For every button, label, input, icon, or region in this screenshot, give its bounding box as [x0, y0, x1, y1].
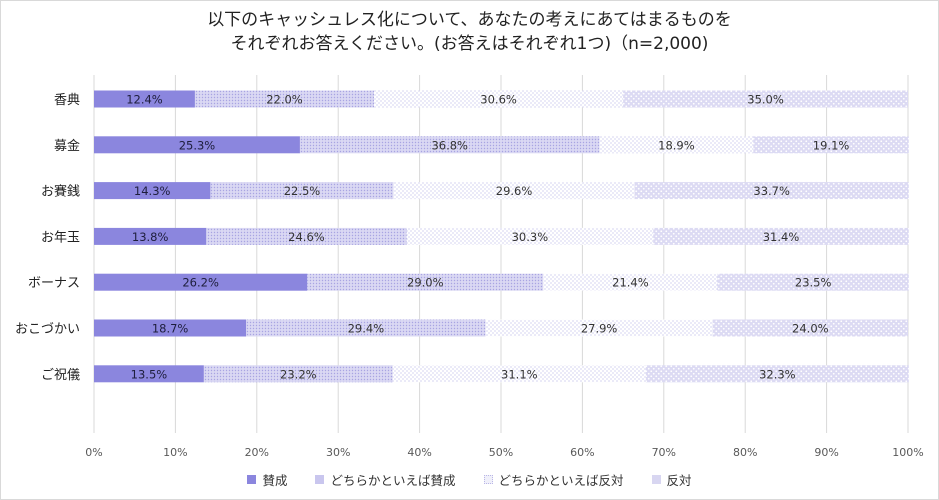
data-label-5-series-0: 18.7%: [152, 322, 189, 336]
bar-4-series-2: [543, 273, 718, 291]
bar-0-series-3: [623, 90, 908, 108]
bar-6-series-3: [645, 365, 909, 383]
data-label-1-series-2: 18.9%: [658, 138, 695, 152]
bar-2-series-1: [210, 182, 394, 200]
data-label-2-series-3: 33.7%: [753, 184, 790, 198]
legend-label-somewhat-disagree: どちらかといえば反対: [498, 473, 624, 488]
x-tick-label-6: 60%: [570, 446, 594, 459]
labels: 0% 10% 20% 30% 40% 50% 60% 70% 80% 90% 100% 香典 12.4%…: [15, 93, 924, 460]
legend-item-somewhat-disagree: どちらかといえば反対: [483, 470, 624, 489]
data-label-1-series-1: 36.8%: [431, 138, 468, 152]
x-tick-label-9: 90%: [814, 446, 838, 459]
bar-6-series-0: [94, 365, 204, 383]
data-label-2-series-0: 14.3%: [134, 184, 171, 198]
bar-2-series-3: [634, 182, 909, 200]
bar-1-series-2: [599, 136, 754, 154]
data-label-6-series-3: 32.3%: [759, 367, 796, 381]
x-tick-label-7: 70%: [652, 446, 676, 459]
x-tick-label-2: 20%: [245, 446, 269, 459]
legend-swatch-somewhat-disagree: [483, 475, 493, 484]
data-label-3-series-1: 24.6%: [288, 230, 325, 244]
data-label-3-series-3: 31.4%: [763, 230, 800, 244]
bar-4-series-0: [94, 273, 308, 291]
data-label-2-series-1: 22.5%: [284, 184, 321, 198]
bar-2-series-2: [393, 182, 635, 200]
data-label-6-series-1: 23.2%: [280, 367, 317, 381]
chart-title-line-2: それぞれお答えください。(お答えはそれぞれ1つ)（n=2,000): [230, 34, 709, 54]
bar-0-series-2: [374, 90, 624, 108]
category-label-4: ボーナス: [28, 276, 80, 291]
category-label-0: 香典: [54, 93, 80, 108]
bar-6-series-2: [392, 365, 646, 383]
data-label-5-series-2: 27.9%: [581, 322, 618, 336]
x-tick-label-0: 0%: [85, 446, 102, 459]
data-label-5-series-3: 24.0%: [792, 322, 829, 336]
category-label-3: お年玉: [41, 230, 80, 245]
data-label-0-series-0: 12.4%: [126, 93, 163, 107]
bar-6-series-1: [203, 365, 393, 383]
data-label-0-series-3: 35.0%: [747, 93, 784, 107]
legend-swatch-somewhat-agree: [315, 475, 325, 484]
bar-5-series-2: [485, 319, 713, 337]
x-tick-label-4: 40%: [407, 446, 431, 459]
bar-1-series-0: [94, 136, 300, 154]
bar-3-series-2: [406, 227, 654, 245]
data-label-5-series-1: 29.4%: [348, 322, 385, 336]
category-label-1: 募金: [54, 138, 80, 154]
category-label-6: ご祝儀: [41, 367, 80, 383]
data-label-2-series-2: 29.6%: [496, 184, 533, 198]
x-tick-label-1: 10%: [163, 446, 187, 459]
data-label-4-series-2: 21.4%: [612, 276, 649, 290]
bar-2-series-0: [94, 182, 211, 200]
x-tick-label-8: 80%: [733, 446, 757, 459]
legend-swatch-disagree: [651, 475, 661, 484]
bar-5-series-3: [712, 319, 908, 337]
bar-5-series-0: [94, 319, 247, 337]
bar-3-series-1: [206, 227, 407, 245]
data-label-1-series-0: 25.3%: [179, 138, 216, 152]
x-tick-label-5: 50%: [489, 446, 513, 459]
data-label-4-series-1: 29.0%: [407, 276, 444, 290]
data-label-3-series-2: 30.3%: [512, 230, 549, 244]
legend-swatch-agree: [247, 475, 257, 484]
x-tick-label-3: 30%: [326, 446, 350, 459]
bar-4-series-1: [307, 273, 544, 291]
legend-label-agree: 賛成: [262, 473, 288, 488]
legend-label-disagree: 反対: [666, 473, 692, 488]
data-label-4-series-0: 26.2%: [182, 276, 219, 290]
bar-1-series-3: [753, 136, 909, 154]
legend-item-agree: 賛成: [247, 470, 287, 489]
data-label-1-series-3: 19.1%: [813, 138, 850, 152]
bar-3-series-0: [94, 227, 207, 245]
category-label-2: お賽銭: [41, 184, 80, 200]
legend-item-disagree: 反対: [651, 470, 692, 489]
chart-title-line-1: 以下のキャッシュレス化について、あなたの考えにあてはまるものを: [207, 10, 732, 30]
chart-title: 以下のキャッシュレス化について、あなたの考えにあてはまるものを それぞれお答えく…: [0, 8, 939, 56]
bar-4-series-3: [717, 273, 909, 291]
bar-3-series-3: [653, 227, 909, 245]
data-label-6-series-0: 13.5%: [131, 367, 168, 381]
legend: 賛成 どちらかといえば賛成 どちらかといえば反対 反対: [0, 470, 939, 489]
data-label-0-series-2: 30.6%: [480, 93, 517, 107]
legend-item-somewhat-agree: どちらかといえば賛成: [315, 470, 456, 489]
bars: [94, 90, 909, 383]
data-label-0-series-1: 22.0%: [266, 93, 303, 107]
bar-1-series-1: [299, 136, 600, 154]
bar-0-series-1: [194, 90, 375, 108]
legend-label-somewhat-agree: どちらかといえば賛成: [330, 473, 456, 488]
data-label-3-series-0: 13.8%: [132, 230, 169, 244]
category-label-5: おこづかい: [15, 322, 80, 337]
data-label-4-series-3: 23.5%: [795, 276, 832, 290]
data-label-6-series-2: 31.1%: [501, 367, 538, 381]
bar-0-series-0: [94, 90, 195, 108]
x-tick-label-10: 100%: [892, 446, 923, 459]
bar-5-series-1: [246, 319, 486, 337]
